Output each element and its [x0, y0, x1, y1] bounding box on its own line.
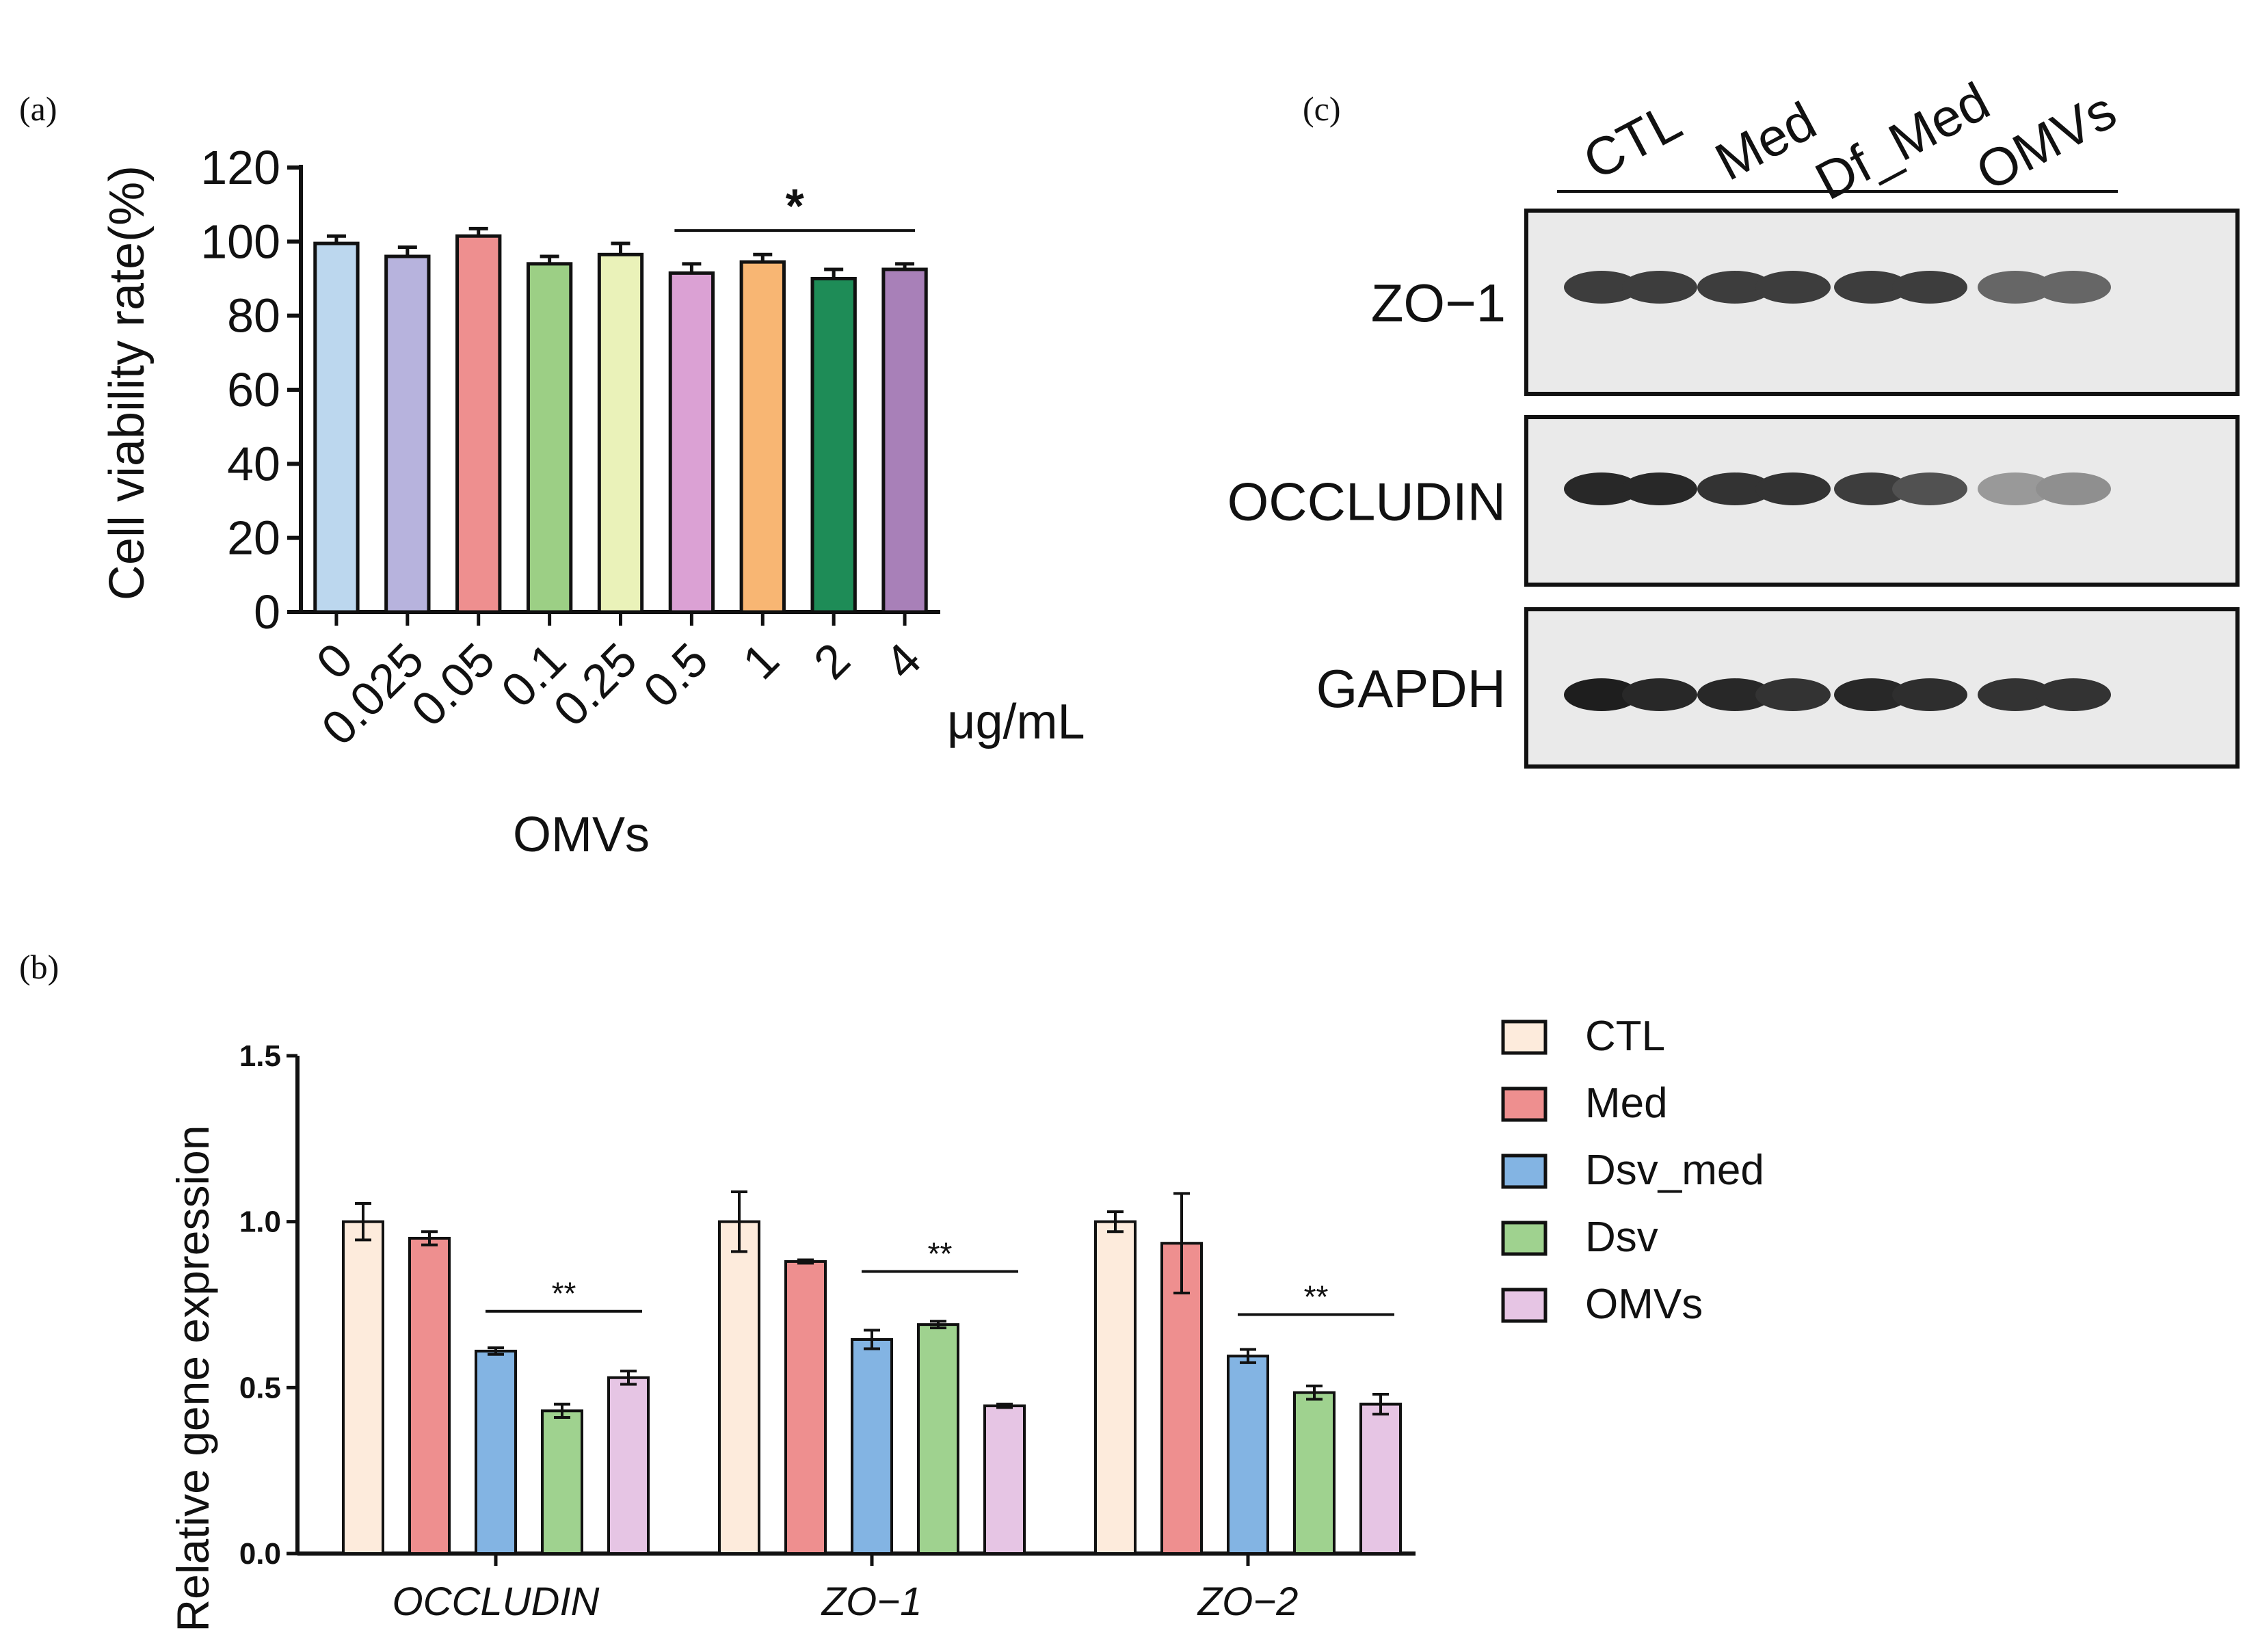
- legend-swatch: [1501, 1221, 1548, 1256]
- blot-band: [1697, 271, 1772, 304]
- blot-row-label: ZO−1: [1371, 273, 1506, 333]
- panel-a-ytick-label: 100: [200, 215, 280, 268]
- panel-b-bar: [1227, 1355, 1269, 1556]
- panel-b-bar: [718, 1220, 760, 1555]
- legend-swatch: [1501, 1154, 1548, 1189]
- panel-b-bar: [917, 1323, 959, 1555]
- legend-label: Dsv: [1585, 1214, 1658, 1261]
- blot-band: [1892, 472, 1967, 505]
- panel-b-significance-mark: **: [552, 1276, 576, 1311]
- panel-b-bar: [1293, 1391, 1336, 1556]
- panel-a-ytick-label: 40: [227, 437, 280, 490]
- legend-label: Dsv_med: [1585, 1147, 1764, 1194]
- panel-b-ytick-label: 1.5: [239, 1039, 281, 1073]
- blot-band: [1892, 678, 1967, 711]
- panel-a-bar: [313, 241, 360, 614]
- legend-swatch: [1501, 1087, 1548, 1122]
- panel-b-bar: [607, 1376, 650, 1555]
- panel-a-xtick-label: 4: [875, 632, 931, 689]
- blot-row-label: OCCLUDIN: [1227, 472, 1506, 532]
- blot-band: [2036, 678, 2111, 711]
- panel-b-bar: [851, 1337, 893, 1556]
- blot-band: [1622, 678, 1697, 711]
- panel-a-xtick-label: 1: [732, 632, 789, 689]
- panel-b-bar: [342, 1220, 384, 1555]
- panel-b-ytick-label: 1.0: [239, 1205, 281, 1239]
- panel-c-label: (c): [1303, 90, 1341, 128]
- panel-b-ytick-label: 0.5: [239, 1371, 281, 1404]
- panel-a-ytick-label: 60: [227, 363, 280, 416]
- blot-band: [1564, 271, 1639, 304]
- panel-b-xtick-label: ZO−2: [1197, 1580, 1299, 1624]
- blot-row-label: GAPDH: [1316, 658, 1506, 719]
- panel-b-xtick-label: ZO−1: [821, 1580, 922, 1624]
- panel-b-bar: [1094, 1220, 1137, 1555]
- panel-a-bar: [810, 277, 857, 614]
- panel-b-bar: [983, 1404, 1026, 1555]
- panel-a-bar: [668, 271, 715, 614]
- panel-a-ytick-label: 80: [227, 289, 280, 343]
- panel-a-bar: [526, 262, 573, 614]
- panel-b-bar: [475, 1349, 517, 1555]
- blot-band: [1978, 472, 2053, 505]
- panel-b-bar: [784, 1260, 827, 1555]
- panel-a-label: (a): [19, 90, 57, 128]
- panel-a-xtick-label: 2: [803, 632, 860, 689]
- legend-swatch: [1501, 1020, 1548, 1055]
- panel-b-ytick-label: 0.0: [239, 1537, 281, 1571]
- blot-band: [1892, 271, 1967, 304]
- blot-band: [1697, 678, 1772, 711]
- panel-a-bar: [881, 267, 928, 614]
- panel-b-bar: [1160, 1242, 1203, 1555]
- blot-band: [1755, 271, 1831, 304]
- blot-group-label: OMVs: [1967, 79, 2126, 202]
- panel-b-bar: [1359, 1402, 1402, 1555]
- blot-band: [1755, 472, 1831, 505]
- panel-a-significance-mark: *: [786, 179, 805, 232]
- blot-band: [1834, 271, 1909, 304]
- blot-band: [2036, 271, 2111, 304]
- blot-band: [2036, 472, 2111, 505]
- panel-a-ytick-label: 120: [200, 141, 280, 194]
- panel-b-bar: [541, 1409, 583, 1555]
- panel-a-ytick-label: 20: [227, 511, 280, 565]
- panel-b-significance-mark: **: [1304, 1279, 1329, 1315]
- panel-a-bar: [384, 254, 431, 614]
- blot-band: [1834, 678, 1909, 711]
- panel-b-significance-mark: **: [928, 1236, 953, 1271]
- blot-band: [1564, 472, 1639, 505]
- legend-label: CTL: [1585, 1013, 1665, 1060]
- blot-band: [1978, 271, 2053, 304]
- blot-band: [1755, 678, 1831, 711]
- blot-band: [1622, 472, 1697, 505]
- blot-band: [1834, 472, 1909, 505]
- panel-a-bar: [597, 252, 644, 614]
- panel-a-xtick-label: 0.25: [544, 632, 647, 736]
- panel-b-xtick-label: OCCLUDIN: [393, 1580, 600, 1624]
- blot-band: [1697, 472, 1772, 505]
- legend-label: Med: [1585, 1080, 1668, 1127]
- panel-a-bar: [739, 260, 786, 614]
- panel-a-ytick-label: 0: [254, 585, 280, 639]
- blot-group-label: Med: [1705, 90, 1825, 192]
- legend-label: OMVs: [1585, 1281, 1703, 1328]
- panel-a-bar: [455, 234, 502, 614]
- panel-b-label: (b): [19, 948, 59, 986]
- panel-a-xtick-label: 0.5: [633, 632, 718, 717]
- panel-a-x-unit: μg/mL: [947, 695, 1085, 749]
- legend-swatch: [1501, 1288, 1548, 1323]
- panel-b-chart: Relative gene expression 0.0 0.5 1.0 1.5 OCC…: [168, 1013, 1764, 1632]
- panel-a-xtick-label: 0.05: [401, 632, 505, 736]
- panel-b-bar: [408, 1236, 451, 1555]
- panel-a-chart: Cell viability rate(%) OMVs μg/mL 0 20 40 6…: [100, 141, 1085, 862]
- panel-a-xlabel: OMVs: [513, 808, 650, 862]
- blot-band: [1978, 678, 2053, 711]
- blot-band: [1622, 271, 1697, 304]
- blot-band: [1564, 678, 1639, 711]
- blot-group-label: CTL: [1573, 91, 1690, 191]
- panel-b-ylabel: Relative gene expression: [168, 1125, 218, 1631]
- panel-a-ylabel: Cell viability rate(%): [100, 165, 155, 600]
